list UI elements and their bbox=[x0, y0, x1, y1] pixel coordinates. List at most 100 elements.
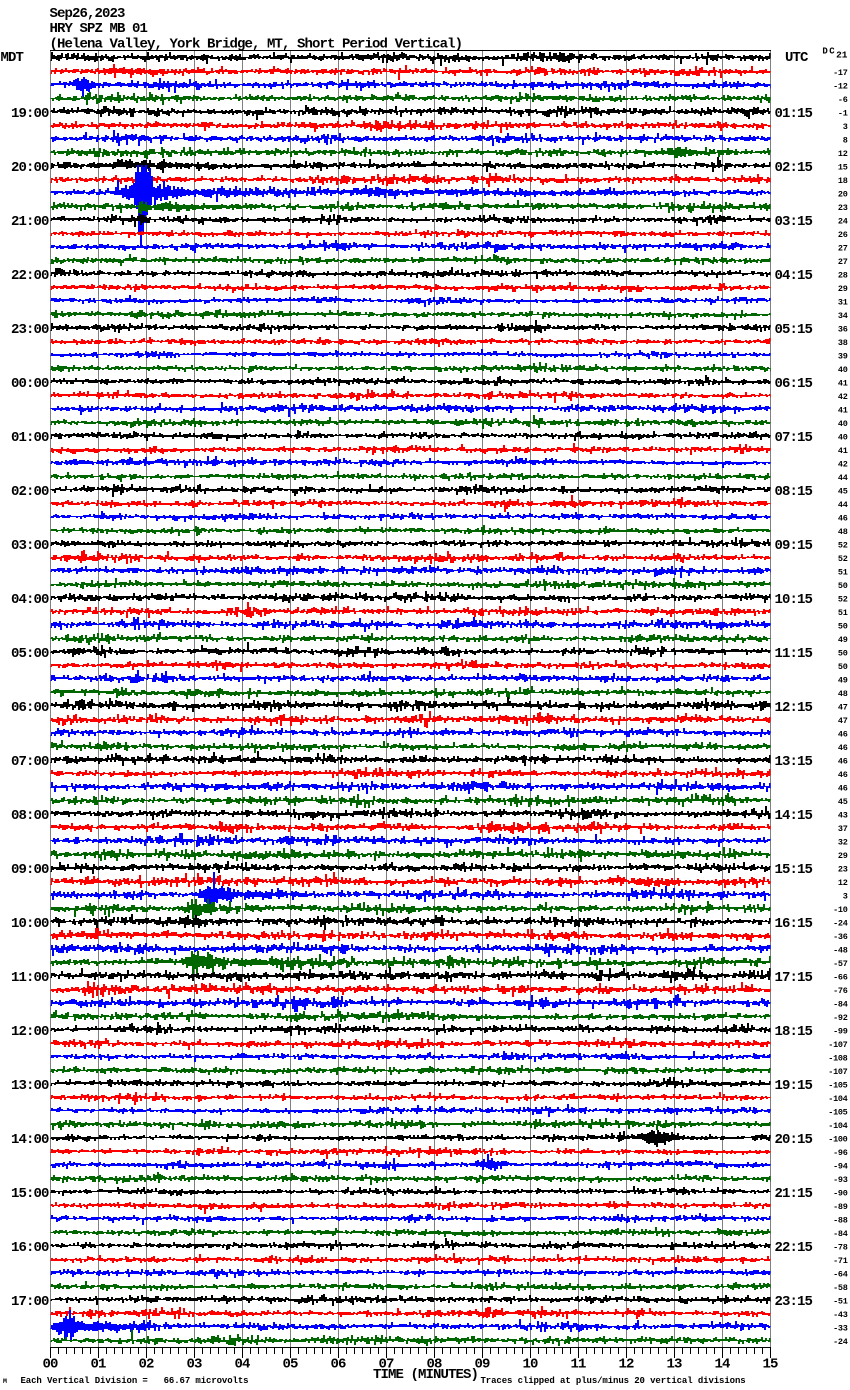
svg-text:41: 41 bbox=[838, 406, 848, 416]
svg-text:19:00: 19:00 bbox=[11, 106, 49, 122]
svg-text:-108: -108 bbox=[828, 1054, 847, 1064]
svg-text:11:00: 11:00 bbox=[11, 970, 49, 986]
svg-text:-94: -94 bbox=[833, 1162, 848, 1172]
svg-text:MDT: MDT bbox=[1, 50, 24, 66]
svg-text:-76: -76 bbox=[833, 986, 848, 996]
svg-text:09: 09 bbox=[474, 1357, 490, 1373]
svg-text:13:15: 13:15 bbox=[775, 754, 813, 770]
svg-text:TIME (MINUTES): TIME (MINUTES) bbox=[373, 1367, 478, 1383]
svg-text:05:00: 05:00 bbox=[11, 646, 49, 662]
svg-text:44: 44 bbox=[838, 473, 848, 483]
svg-text:18: 18 bbox=[838, 176, 848, 186]
svg-text:-43: -43 bbox=[833, 1310, 848, 1320]
svg-text:12: 12 bbox=[838, 878, 848, 888]
svg-text:29: 29 bbox=[838, 851, 848, 861]
svg-text:46: 46 bbox=[838, 514, 848, 524]
svg-text:(Helena Valley, York Bridge, M: (Helena Valley, York Bridge, MT, Short P… bbox=[50, 36, 463, 52]
svg-text:05:15: 05:15 bbox=[775, 322, 813, 338]
svg-text:44: 44 bbox=[838, 500, 848, 510]
svg-text:52: 52 bbox=[838, 554, 848, 564]
svg-text:-78: -78 bbox=[833, 1243, 848, 1253]
svg-text:47: 47 bbox=[838, 716, 848, 726]
svg-text:HRY SPZ MB 01: HRY SPZ MB 01 bbox=[50, 21, 148, 37]
svg-text:49: 49 bbox=[838, 635, 848, 645]
svg-text:08:00: 08:00 bbox=[11, 808, 49, 824]
svg-text:46: 46 bbox=[838, 743, 848, 753]
svg-text:14: 14 bbox=[714, 1357, 730, 1373]
svg-text:00: 00 bbox=[42, 1357, 58, 1373]
svg-text:34: 34 bbox=[838, 311, 848, 321]
svg-text:-104: -104 bbox=[828, 1121, 847, 1131]
svg-text:8: 8 bbox=[843, 136, 848, 146]
svg-text:11:15: 11:15 bbox=[775, 646, 813, 662]
svg-text:05: 05 bbox=[282, 1357, 298, 1373]
svg-text:12: 12 bbox=[838, 149, 848, 159]
svg-text:-24: -24 bbox=[833, 1337, 848, 1347]
svg-text:46: 46 bbox=[838, 730, 848, 740]
svg-text:23: 23 bbox=[838, 203, 848, 213]
svg-text:20:00: 20:00 bbox=[11, 160, 49, 176]
svg-text:51: 51 bbox=[838, 568, 848, 578]
svg-text:3: 3 bbox=[843, 122, 848, 132]
svg-text:-84: -84 bbox=[833, 1000, 848, 1010]
svg-text:-84: -84 bbox=[833, 1229, 848, 1239]
svg-text:04: 04 bbox=[234, 1357, 250, 1373]
svg-text:-66: -66 bbox=[833, 973, 848, 983]
svg-text:41: 41 bbox=[838, 379, 848, 389]
svg-text:18:15: 18:15 bbox=[775, 1024, 813, 1040]
svg-text:-93: -93 bbox=[833, 1175, 848, 1185]
svg-text:06:00: 06:00 bbox=[11, 700, 49, 716]
svg-text:13:00: 13:00 bbox=[11, 1078, 49, 1094]
svg-text:-10: -10 bbox=[833, 905, 848, 915]
svg-text:06:15: 06:15 bbox=[775, 376, 813, 392]
svg-text:03: 03 bbox=[186, 1357, 202, 1373]
svg-text:-1: -1 bbox=[838, 109, 848, 119]
svg-text:24: 24 bbox=[838, 217, 848, 227]
svg-text:03:15: 03:15 bbox=[775, 214, 813, 230]
svg-text:09:00: 09:00 bbox=[11, 862, 49, 878]
svg-text:04:15: 04:15 bbox=[775, 268, 813, 284]
svg-text:07:15: 07:15 bbox=[775, 430, 813, 446]
svg-text:14:00: 14:00 bbox=[11, 1132, 49, 1148]
svg-text:01:15: 01:15 bbox=[775, 106, 813, 122]
svg-text:17:00: 17:00 bbox=[11, 1294, 49, 1310]
svg-text:29: 29 bbox=[838, 284, 848, 294]
svg-text:08: 08 bbox=[426, 1357, 442, 1373]
svg-text:16:00: 16:00 bbox=[11, 1240, 49, 1256]
svg-text:11: 11 bbox=[570, 1357, 586, 1373]
svg-text:50: 50 bbox=[838, 662, 848, 672]
svg-text:Traces clipped at plus/minus 2: Traces clipped at plus/minus 20 vertical… bbox=[481, 1376, 746, 1386]
svg-text:23:15: 23:15 bbox=[775, 1294, 813, 1310]
svg-text:50: 50 bbox=[838, 622, 848, 632]
svg-text:07:00: 07:00 bbox=[11, 754, 49, 770]
svg-text:UTC: UTC bbox=[785, 50, 809, 66]
svg-text:46: 46 bbox=[838, 770, 848, 780]
svg-text:27: 27 bbox=[838, 257, 848, 267]
svg-text:-89: -89 bbox=[833, 1202, 848, 1212]
svg-text:45: 45 bbox=[838, 797, 848, 807]
svg-text:28: 28 bbox=[838, 271, 848, 281]
svg-text:21: 21 bbox=[836, 50, 848, 61]
svg-text:46: 46 bbox=[838, 784, 848, 794]
svg-text:32: 32 bbox=[838, 838, 848, 848]
svg-text:49: 49 bbox=[838, 676, 848, 686]
svg-text:17:15: 17:15 bbox=[775, 970, 813, 986]
svg-text:26: 26 bbox=[838, 230, 848, 240]
svg-text:10: 10 bbox=[522, 1357, 538, 1373]
svg-text:42: 42 bbox=[838, 460, 848, 470]
svg-text:01:00: 01:00 bbox=[11, 430, 49, 446]
svg-text:37: 37 bbox=[838, 824, 848, 834]
svg-text:13: 13 bbox=[666, 1357, 682, 1373]
svg-text:50: 50 bbox=[838, 581, 848, 591]
svg-text:06: 06 bbox=[330, 1357, 346, 1373]
svg-text:36: 36 bbox=[838, 325, 848, 335]
svg-text:23: 23 bbox=[838, 865, 848, 875]
svg-text:10:15: 10:15 bbox=[775, 592, 813, 608]
svg-text:15: 15 bbox=[838, 163, 848, 173]
svg-text:22:15: 22:15 bbox=[775, 1240, 813, 1256]
svg-text:3: 3 bbox=[843, 892, 848, 902]
svg-text:Each Vertical Division = 66.: Each Vertical Division = 66.67 microvolt… bbox=[21, 1376, 249, 1386]
svg-text:01: 01 bbox=[90, 1357, 106, 1373]
svg-text:45: 45 bbox=[838, 487, 848, 497]
svg-text:M: M bbox=[3, 1378, 7, 1385]
